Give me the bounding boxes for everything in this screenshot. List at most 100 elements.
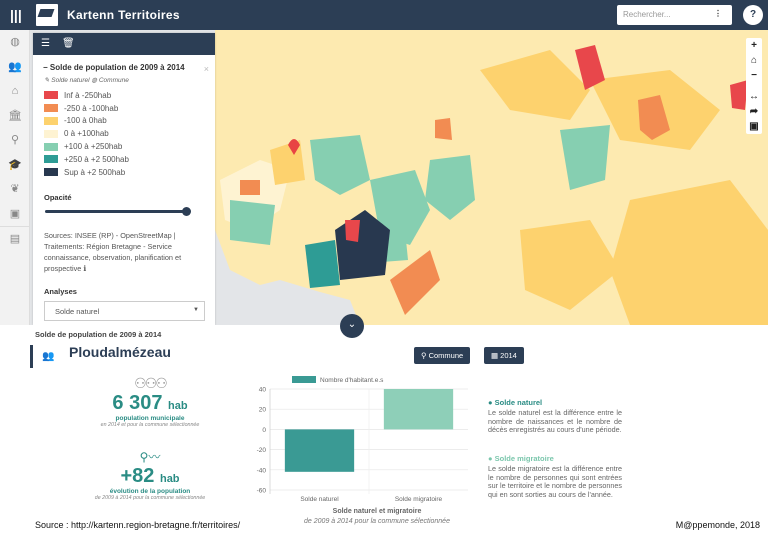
help-button[interactable]: ? xyxy=(743,5,763,25)
measure-button[interactable]: ↔ xyxy=(749,91,759,102)
zoom-out-button[interactable]: − xyxy=(751,70,757,81)
commune-zone xyxy=(730,80,748,110)
chart-title: Solde naturel et migratoire xyxy=(333,508,422,515)
definition-title-text: Solde naturel xyxy=(494,398,543,407)
opacity-slider[interactable] xyxy=(45,206,191,216)
population-label: population municipale xyxy=(115,415,185,422)
commune-zone xyxy=(390,250,440,315)
close-icon[interactable]: × xyxy=(203,64,209,74)
definition-title: ● Solde naturel xyxy=(488,398,543,407)
legend-swatch xyxy=(44,129,58,138)
sources-label: Sources: INSEE (RP) - OpenStreetMap | Tr… xyxy=(44,230,182,273)
legend-swatch xyxy=(44,142,58,151)
map-marker-icon[interactable] xyxy=(288,139,300,155)
evolution-number: +82 xyxy=(120,465,155,487)
app-title: Kartenn Territoires xyxy=(67,8,180,22)
hamburger-icon[interactable]: ||| xyxy=(10,7,22,23)
legend-label: +250 à +2 500hab xyxy=(64,154,129,164)
bus-icon[interactable]: ▣ xyxy=(9,207,21,220)
population-number: 6 307 xyxy=(112,392,163,414)
y-tick-label: 40 xyxy=(259,387,267,394)
share-button[interactable]: ➦ xyxy=(749,106,759,117)
file-icon[interactable]: ▤ xyxy=(0,226,30,251)
layer-title[interactable]: − Solde de population de 2009 à 2014 xyxy=(43,63,215,72)
legend-label: 0 à +100hab xyxy=(64,129,109,139)
graduation-cap-icon[interactable]: 🎓 xyxy=(8,158,22,171)
x-tick-label: Solde migratoire xyxy=(395,496,443,503)
commune-zone xyxy=(575,45,605,90)
top-bar: ||| Kartenn Territoires Rechercher... ⋮ ? xyxy=(0,0,768,30)
definition-title: ● Solde migratoire xyxy=(488,454,554,463)
leaf-icon[interactable]: ❦ xyxy=(10,183,20,195)
commune-zone xyxy=(520,220,620,310)
search-icon[interactable]: ⚲ xyxy=(10,134,20,146)
section-title: Solde de population de 2009 à 2014 xyxy=(35,330,162,339)
y-tick-label: -40 xyxy=(257,467,267,474)
evolution-sublabel: de 2009 à 2014 pour la commune sélection… xyxy=(94,495,206,501)
legend-swatch xyxy=(292,376,316,383)
commune-name: Ploudalmézeau xyxy=(69,344,171,360)
definition-title-text: Solde migratoire xyxy=(494,454,554,463)
map-controls: + ⌂ − ↔ ➦ ▣ xyxy=(746,38,762,134)
credit-caption: M@ppemonde, 2018 xyxy=(675,520,760,530)
collapse-map-button[interactable]: ⌄ xyxy=(340,314,364,338)
legend-swatch xyxy=(44,104,58,113)
evolution-stat: ⚲〰 +82 hab évolution de la population de… xyxy=(70,448,230,501)
definition-solde-migratoire: ● Solde migratoire Le solde migratoire e… xyxy=(488,454,622,499)
bar-1 xyxy=(383,389,454,430)
commune-zone xyxy=(425,155,475,220)
evolution-icon: ⚲〰 xyxy=(139,450,161,464)
commune-zone xyxy=(480,50,590,120)
search-input[interactable]: Rechercher... ⋮ xyxy=(617,5,732,25)
collapse-icon[interactable]: − xyxy=(43,63,48,72)
map[interactable] xyxy=(30,30,768,325)
commune-zone xyxy=(230,200,275,245)
population-value: 6 307 hab xyxy=(70,392,230,415)
export-image-button[interactable]: ▣ xyxy=(749,121,759,132)
layer-title-text: Solde de population de 2009 à 2014 xyxy=(49,63,185,72)
accent-bar xyxy=(30,345,33,368)
panel-toolbar: ☰ 🗑 xyxy=(33,33,215,55)
home-icon[interactable]: ⌂ xyxy=(11,85,19,97)
search-menu-icon[interactable]: ⋮ xyxy=(714,9,722,18)
x-tick-label: Solde naturel xyxy=(300,496,339,503)
legend-swatch xyxy=(44,155,58,164)
chart-bars xyxy=(284,389,454,472)
commune-zone xyxy=(638,95,670,140)
evolution-label: évolution de la population xyxy=(109,488,191,495)
trash-icon[interactable]: 🗑 xyxy=(61,38,75,49)
slider-handle[interactable] xyxy=(182,206,191,216)
legend-item: Inf à -250hab xyxy=(44,89,215,102)
evolution-value: +82 hab xyxy=(70,465,230,488)
info-icon[interactable]: ℹ xyxy=(83,263,87,273)
population-stat: ⚇⚇⚇ 6 307 hab population municipale en 2… xyxy=(70,375,230,428)
globe-icon[interactable]: ◍ xyxy=(10,36,20,48)
commune-button[interactable]: ⚲ Commune xyxy=(414,347,471,364)
bar-chart: Nombre d'habitant.e.s 40 20 0 -20 -40 -60 Sold… xyxy=(257,376,468,525)
caret-down-icon: ▼ xyxy=(193,306,199,313)
commune-details: Solde de population de 2009 à 2014 👥 Plo… xyxy=(30,325,768,533)
users-icon[interactable]: 👥 xyxy=(8,60,22,73)
analyses-select[interactable]: Solde naturel ▼ xyxy=(44,300,205,321)
home-button[interactable]: ⌂ xyxy=(750,55,758,66)
bar-0 xyxy=(284,429,355,472)
y-tick-label: 20 xyxy=(259,407,267,414)
year-button[interactable]: ▦ 2014 xyxy=(484,347,524,364)
commune-zone xyxy=(310,135,370,195)
list-icon[interactable]: ☰ xyxy=(41,38,50,49)
icon-sidebar: ◍ 👥 ⌂ 🏛 ⚲ 🎓 ❦ ▣ ▤ xyxy=(0,30,30,325)
layer-panel: ☰ 🗑 − Solde de population de 2009 à 2014 … xyxy=(33,33,215,325)
y-tick-label: -20 xyxy=(257,447,267,454)
legend-swatch xyxy=(44,168,58,177)
legend-item: 0 à +100hab xyxy=(44,127,215,140)
commune-zone xyxy=(345,220,360,242)
commune-zone xyxy=(435,118,452,140)
legend-item: +250 à +2 500hab xyxy=(44,153,215,166)
legend-label: Nombre d'habitant.e.s xyxy=(320,377,384,384)
layer-subtitle: ✎ Solde naturel ◍ Commune xyxy=(44,77,129,84)
bank-icon[interactable]: 🏛 xyxy=(8,109,22,122)
zoom-in-button[interactable]: + xyxy=(751,40,757,51)
choropleth-map[interactable] xyxy=(30,30,768,325)
legend: Inf à -250hab -250 à -100hab -100 à 0hab… xyxy=(33,89,215,179)
population-sublabel: en 2014 et pour la commune sélectionnée xyxy=(100,422,200,428)
